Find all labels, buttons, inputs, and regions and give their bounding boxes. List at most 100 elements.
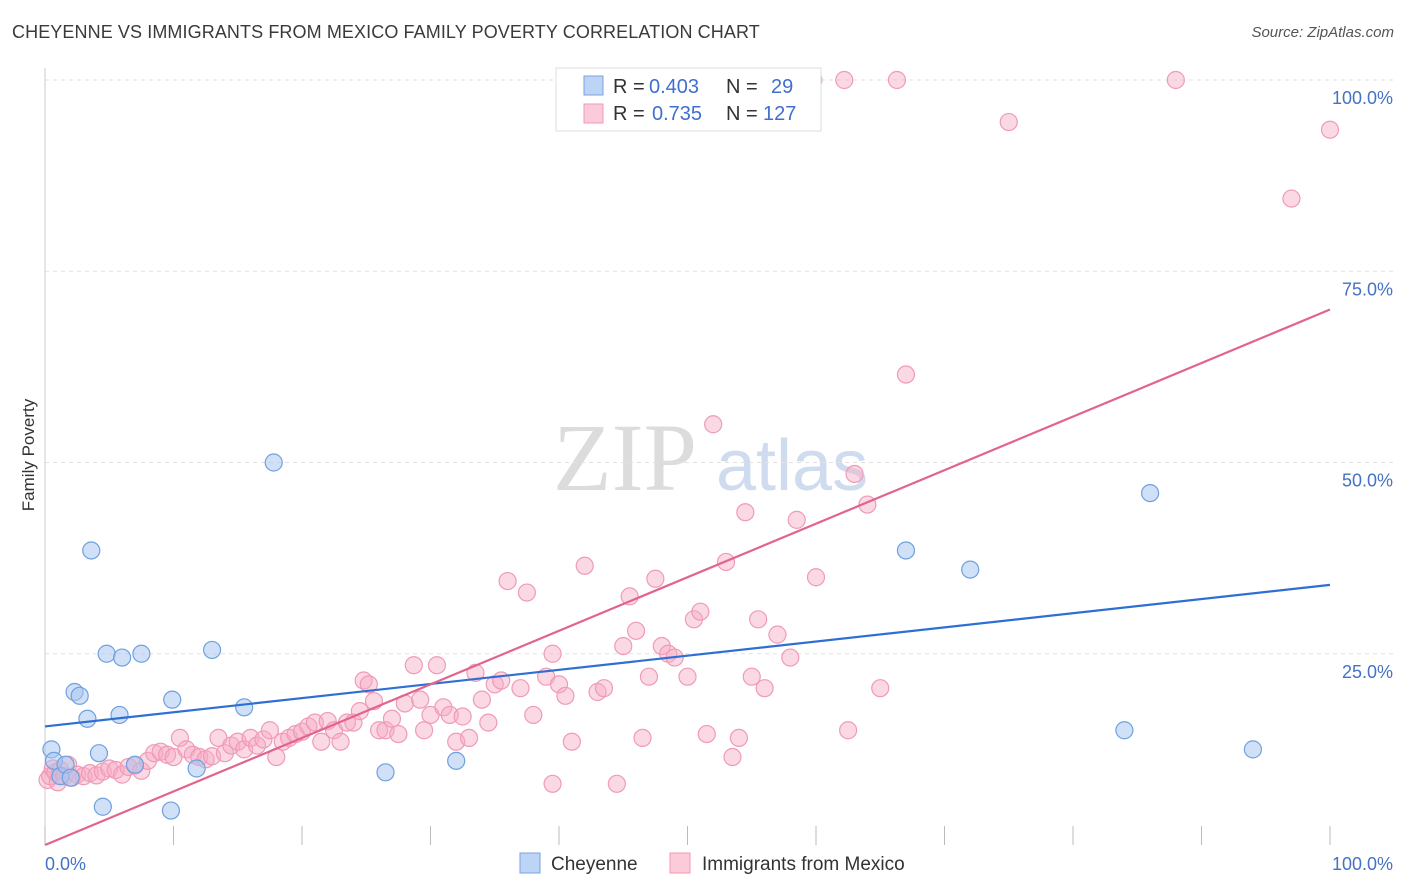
point-mexico — [646, 569, 665, 588]
point-mexico — [543, 644, 562, 663]
watermark-atlas: atlas — [716, 426, 868, 506]
legend-r-value-cheyenne: 0.403 — [649, 76, 699, 98]
point-cheyenne — [961, 560, 980, 579]
legend: R = 0.403 N = 29 R = 0.735 N = 127 — [555, 67, 822, 132]
point-mexico — [887, 70, 907, 90]
point-mexico — [755, 679, 774, 698]
trend-line-cheyenne — [44, 583, 1331, 728]
point-cheyenne — [163, 690, 182, 709]
point-mexico — [359, 675, 378, 694]
point-cheyenne — [93, 797, 112, 816]
point-mexico — [254, 730, 273, 749]
point-mexico — [404, 656, 423, 675]
point-mexico — [614, 636, 633, 656]
point-mexico — [427, 656, 447, 675]
legend-r-label-2: R = — [613, 103, 645, 125]
point-cheyenne — [110, 705, 129, 725]
point-cheyenne — [202, 640, 222, 660]
point-cheyenne — [78, 709, 97, 728]
point-mexico — [594, 679, 614, 698]
watermark-zip: ZIP — [553, 404, 697, 511]
point-mexico — [845, 464, 864, 484]
point-mexico — [633, 728, 652, 748]
bottom-legend: Cheyenne Immigrants from Mexico — [519, 852, 905, 875]
trend-line-mexico — [44, 308, 1331, 847]
point-mexico — [723, 747, 742, 767]
point-cheyenne — [89, 744, 109, 763]
point-cheyenne — [1243, 740, 1263, 759]
legend-swatch-cheyenne — [583, 75, 604, 96]
tick-labels: 25.0% 50.0% 75.0% 100.0% 0.0% 100.0% — [45, 88, 1393, 874]
point-mexico — [839, 721, 858, 740]
point-mexico — [382, 709, 402, 728]
point-mexico — [543, 774, 562, 793]
point-mexico — [1282, 189, 1301, 208]
bottom-legend-swatch-cheyenne — [519, 852, 541, 874]
point-mexico — [749, 610, 768, 629]
legend-swatch-mexico — [583, 103, 604, 124]
point-mexico — [331, 732, 350, 751]
point-cheyenne — [1115, 721, 1134, 740]
point-mexico — [607, 774, 626, 793]
point-mexico — [517, 583, 536, 602]
bottom-legend-mexico: Immigrants from Mexico — [702, 854, 905, 875]
point-mexico — [472, 690, 491, 709]
point-mexico — [511, 679, 530, 698]
point-cheyenne — [112, 648, 132, 667]
point-mexico — [466, 663, 485, 682]
legend-r-label-1: R = — [613, 76, 645, 98]
point-cheyenne — [187, 759, 206, 778]
point-cheyenne — [82, 541, 101, 560]
point-mexico — [806, 568, 826, 587]
point-mexico — [697, 724, 716, 744]
point-mexico — [999, 112, 1018, 132]
axes — [44, 68, 1331, 845]
point-mexico — [562, 732, 581, 751]
point-mexico — [479, 713, 498, 732]
y-tick-label: 100.0% — [1332, 88, 1393, 108]
point-cheyenne — [447, 751, 466, 770]
point-mexico — [691, 602, 710, 621]
point-mexico — [498, 571, 517, 591]
point-mexico — [835, 70, 854, 90]
chart-title: CHEYENNE VS IMMIGRANTS FROM MEXICO FAMIL… — [12, 22, 760, 42]
x-tick-label-min: 0.0% — [45, 854, 86, 874]
point-mexico — [414, 721, 434, 740]
point-mexico — [729, 728, 749, 748]
legend-n-label-1: N = — [726, 76, 758, 98]
point-mexico — [312, 732, 331, 751]
bottom-legend-cheyenne: Cheyenne — [551, 854, 638, 875]
y-tick-label: 25.0% — [1342, 662, 1393, 682]
point-mexico — [639, 667, 659, 686]
point-mexico — [742, 667, 761, 686]
point-mexico — [896, 365, 916, 384]
legend-r-value-mexico: 0.735 — [652, 103, 702, 125]
bottom-legend-swatch-mexico — [669, 852, 691, 874]
point-cheyenne — [1140, 484, 1160, 503]
point-mexico — [871, 679, 890, 698]
point-mexico — [787, 510, 806, 529]
y-tick-label: 75.0% — [1342, 279, 1393, 299]
point-cheyenne — [97, 644, 116, 663]
point-mexico — [411, 690, 430, 709]
point-mexico — [678, 667, 697, 686]
point-cheyenne — [70, 686, 89, 705]
source-credit: Source: ZipAtlas.com — [1251, 24, 1394, 41]
y-tick-label: 50.0% — [1342, 471, 1393, 491]
point-cheyenne — [61, 768, 80, 787]
point-mexico — [459, 728, 479, 748]
y-axis-label: Family Poverty — [19, 398, 38, 511]
point-mexico — [768, 625, 787, 644]
point-cheyenne — [235, 698, 254, 717]
point-mexico — [1320, 120, 1340, 139]
point-mexico — [1166, 70, 1185, 90]
trend-lines — [44, 308, 1331, 847]
point-cheyenne — [376, 763, 395, 782]
point-mexico — [260, 721, 279, 740]
legend-n-value-cheyenne: 29 — [771, 76, 793, 98]
point-mexico — [389, 724, 408, 744]
point-cheyenne — [264, 453, 283, 472]
point-mexico — [170, 728, 190, 748]
legend-n-value-mexico: 127 — [763, 103, 796, 125]
